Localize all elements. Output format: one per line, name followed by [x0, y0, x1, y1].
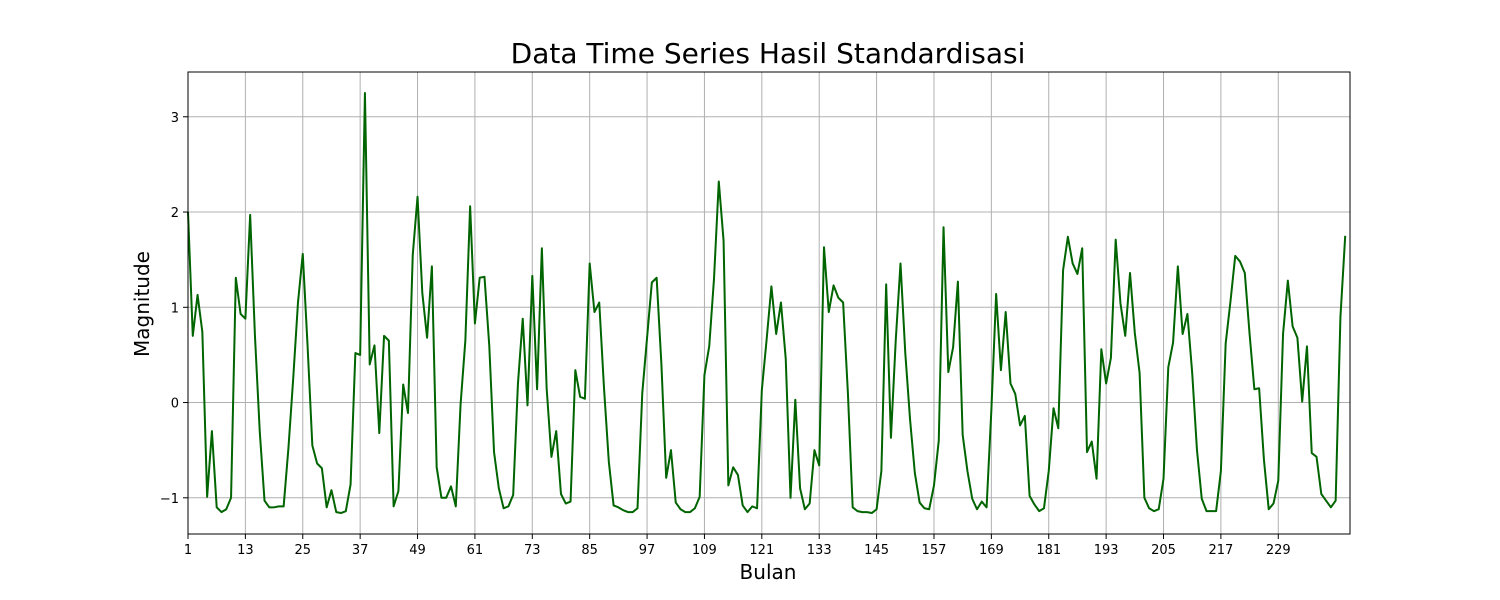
x-tick-label: 217 [1208, 543, 1233, 558]
x-tick-label: 157 [922, 543, 947, 558]
x-tick-label: 193 [1094, 543, 1119, 558]
x-tick-label: 109 [692, 543, 717, 558]
x-tick-label: 13 [237, 543, 254, 558]
x-tick-label: 85 [581, 543, 598, 558]
x-tick-label: 37 [352, 543, 369, 558]
x-axis-label: Bulan [740, 560, 797, 584]
x-tick-label: 25 [294, 543, 311, 558]
x-tick-label: 229 [1266, 543, 1291, 558]
x-tick-label: 169 [979, 543, 1004, 558]
grid [187, 72, 1350, 534]
y-tick-label: −1 [160, 492, 179, 507]
x-tick-label: 133 [807, 543, 832, 558]
y-tick-label: 1 [171, 301, 179, 316]
axis-ticks: 1 13 25 37 49 61 73 85 97 109 121 133 145 157 169 181 19… [160, 111, 1291, 558]
x-tick-label: 121 [749, 543, 774, 558]
y-axis-label: Magnitude [130, 251, 154, 357]
x-tick-label: 181 [1036, 543, 1061, 558]
chart-title: Data Time Series Hasil Standardisasi [511, 37, 1026, 70]
series-line [187, 91, 1347, 515]
x-tick-label: 73 [524, 543, 541, 558]
x-tick-label: 1 [184, 543, 192, 558]
x-tick-label: 61 [467, 543, 484, 558]
plot-area-frame [187, 71, 1351, 535]
x-tick-label: 205 [1151, 543, 1176, 558]
y-tick-label: 3 [171, 111, 179, 126]
y-tick-label: 0 [171, 397, 179, 412]
y-tick-label: 2 [171, 206, 179, 221]
x-tick-label: 49 [409, 543, 426, 558]
x-tick-label: 145 [864, 543, 889, 558]
x-tick-label: 97 [639, 543, 656, 558]
